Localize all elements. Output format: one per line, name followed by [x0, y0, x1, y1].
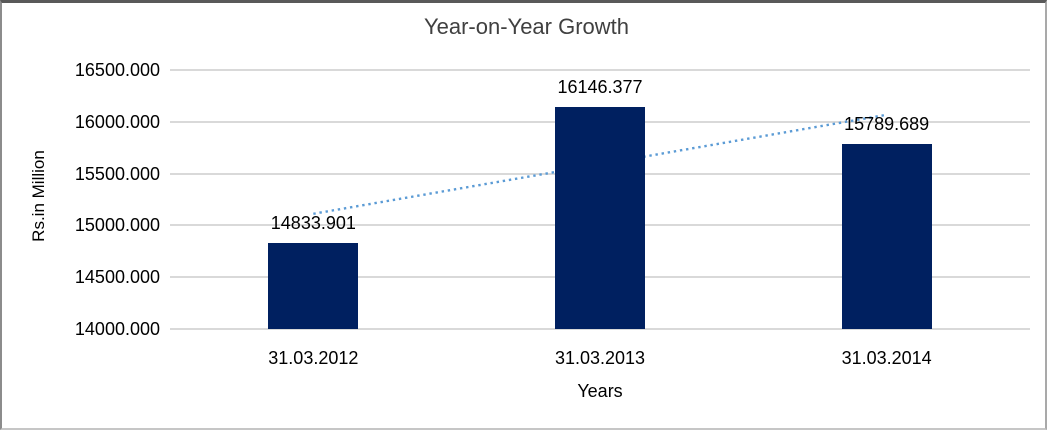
bar-value-label: 16146.377 — [557, 76, 643, 97]
category-label: 31.03.2012 — [268, 348, 359, 368]
y-tick-label: 16500.000 — [74, 60, 160, 80]
bar-31.03.2012 — [268, 242, 359, 329]
y-tick-label: 14500.000 — [74, 267, 160, 288]
y-tick-label: 14000.000 — [74, 319, 160, 339]
gridline — [170, 69, 1030, 71]
trendline — [313, 113, 887, 215]
bar-31.03.2013 — [555, 106, 645, 329]
bar-31.03.2014 — [841, 143, 932, 329]
y-tick-label: 15500.000 — [74, 163, 160, 184]
bar-value-label: 15789.689 — [844, 113, 930, 134]
category-label: 31.03.2013 — [554, 348, 646, 368]
chart-title: Year-on-Year Growth — [423, 14, 630, 39]
bar-value-label: 14833.901 — [270, 212, 356, 233]
category-label: 31.03.2014 — [841, 348, 932, 368]
y-tick-label: 15000.000 — [74, 215, 160, 236]
y-tick-label: 16000.000 — [74, 111, 160, 132]
gridline — [170, 328, 1030, 330]
x-axis-title: Years — [577, 381, 623, 401]
